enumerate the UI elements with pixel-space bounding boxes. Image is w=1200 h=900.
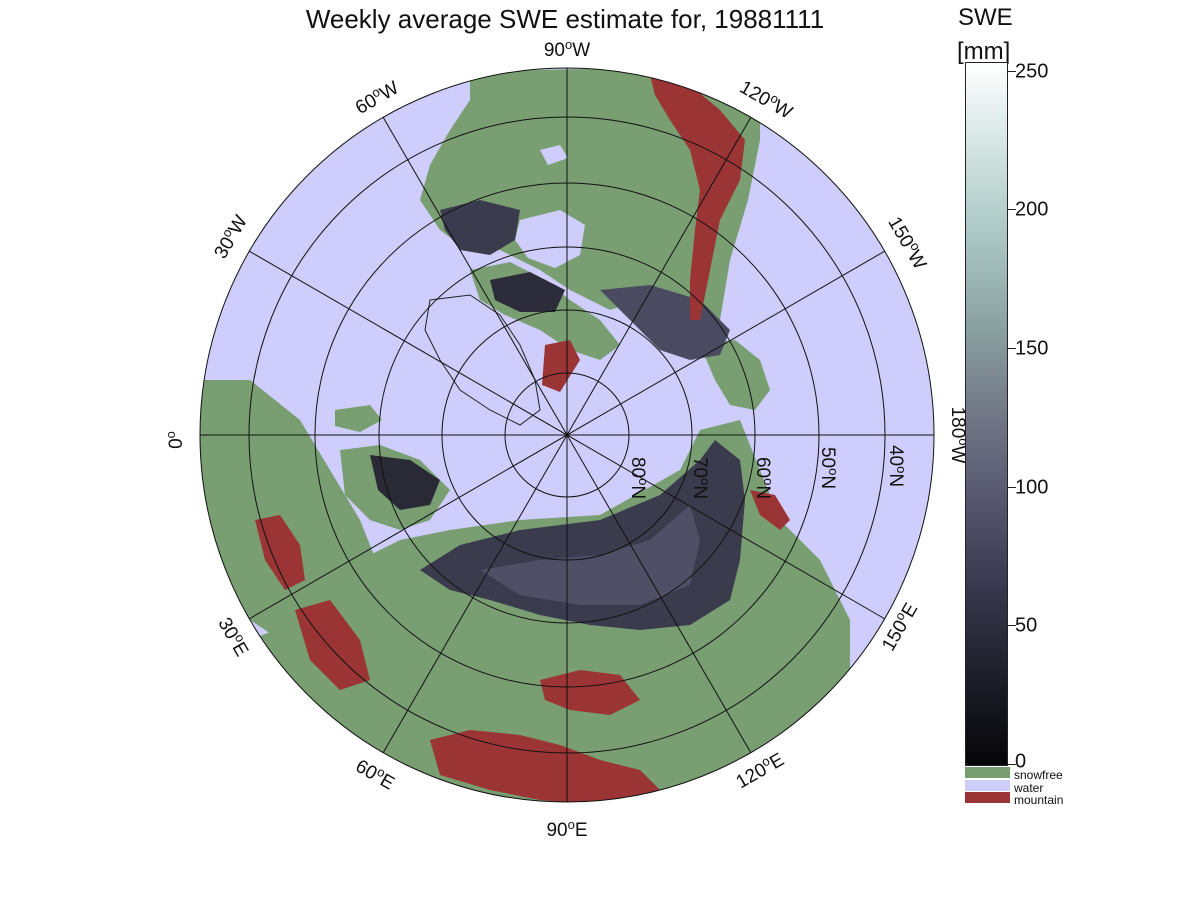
parallel-label-50n: 50oN <box>817 447 841 489</box>
colorbar-unit: [mm] <box>957 38 1011 65</box>
caucasus-mountains <box>295 600 370 690</box>
colorbar-tick-200 <box>1008 209 1016 210</box>
kamchatka-mountains <box>750 490 790 530</box>
meridian-label-150e: 150oE <box>876 598 923 655</box>
colorbar-gradient <box>965 62 1008 766</box>
europe <box>200 380 380 640</box>
colorbar-label-100: 100 <box>1015 476 1049 499</box>
parallel-label-70n: 70oN <box>689 457 713 499</box>
parallel-label-40n: 40oN <box>885 445 909 487</box>
colorbar-tick-0 <box>1008 764 1016 765</box>
map-rim <box>199 67 935 803</box>
alaska <box>700 340 770 410</box>
colorbar-tick-150 <box>1008 348 1016 349</box>
alps-mountains <box>255 515 305 590</box>
meridians <box>200 68 934 802</box>
colorbar-label-250: 250 <box>1015 60 1049 83</box>
iceland <box>335 405 382 432</box>
legend-label-water: water <box>1014 781 1044 795</box>
canada-snow-cover <box>440 200 520 255</box>
colorbar-tick-100 <box>1008 487 1016 488</box>
greenland <box>424 294 541 426</box>
parallel-labels: 80oN 70oN 60oN 50oN 40oN <box>627 445 909 499</box>
ellesmere <box>542 340 580 392</box>
scandinavia-snow <box>370 455 440 510</box>
colorbar-label-0: 0 <box>1015 750 1027 773</box>
meridian-label-0: 0o <box>163 431 187 449</box>
meridian-label-90w: 90oW <box>544 37 590 61</box>
great-lakes <box>540 145 568 165</box>
land-layer <box>200 68 850 802</box>
meridian-label-30w: 30oW <box>208 210 252 262</box>
siberia-snow-deep <box>480 505 700 605</box>
north-america-landmass <box>420 68 760 345</box>
meridian-label-180w: 180oW <box>947 407 971 464</box>
meridian-150 <box>248 250 886 620</box>
colorbar-label-150: 150 <box>1015 337 1049 360</box>
japan <box>800 600 840 680</box>
map-title: Weekly average SWE estimate for, 1988111… <box>305 4 825 34</box>
legend-swatch-water <box>965 780 1010 791</box>
colorbar-title: SWE <box>958 4 1013 31</box>
legend-label-snowfree: snowfree <box>1014 768 1063 782</box>
colorbar-label-200: 200 <box>1015 198 1049 221</box>
canada-snow-cover-3 <box>490 272 565 312</box>
rocky-mountains <box>650 75 745 320</box>
colorbar-tick-250 <box>1008 71 1016 72</box>
colorbar-tick-50 <box>1008 625 1016 626</box>
legend-swatch-mountain <box>965 792 1010 803</box>
meridian-label-30e: 30oE <box>213 613 254 661</box>
altai-mountains <box>540 670 640 715</box>
meridian-label-60e: 60oE <box>352 753 400 794</box>
legend-swatch-snowfree <box>965 767 1010 778</box>
parallel-label-80n: 80oN <box>627 457 651 499</box>
meridian-label-90e: 90oE <box>546 817 587 841</box>
colorbar-label-50: 50 <box>1015 614 1038 637</box>
parallel-label-60n: 60oN <box>752 457 776 499</box>
himalaya-mountains <box>430 730 660 802</box>
legend-label-mountain: mountain <box>1014 793 1064 807</box>
